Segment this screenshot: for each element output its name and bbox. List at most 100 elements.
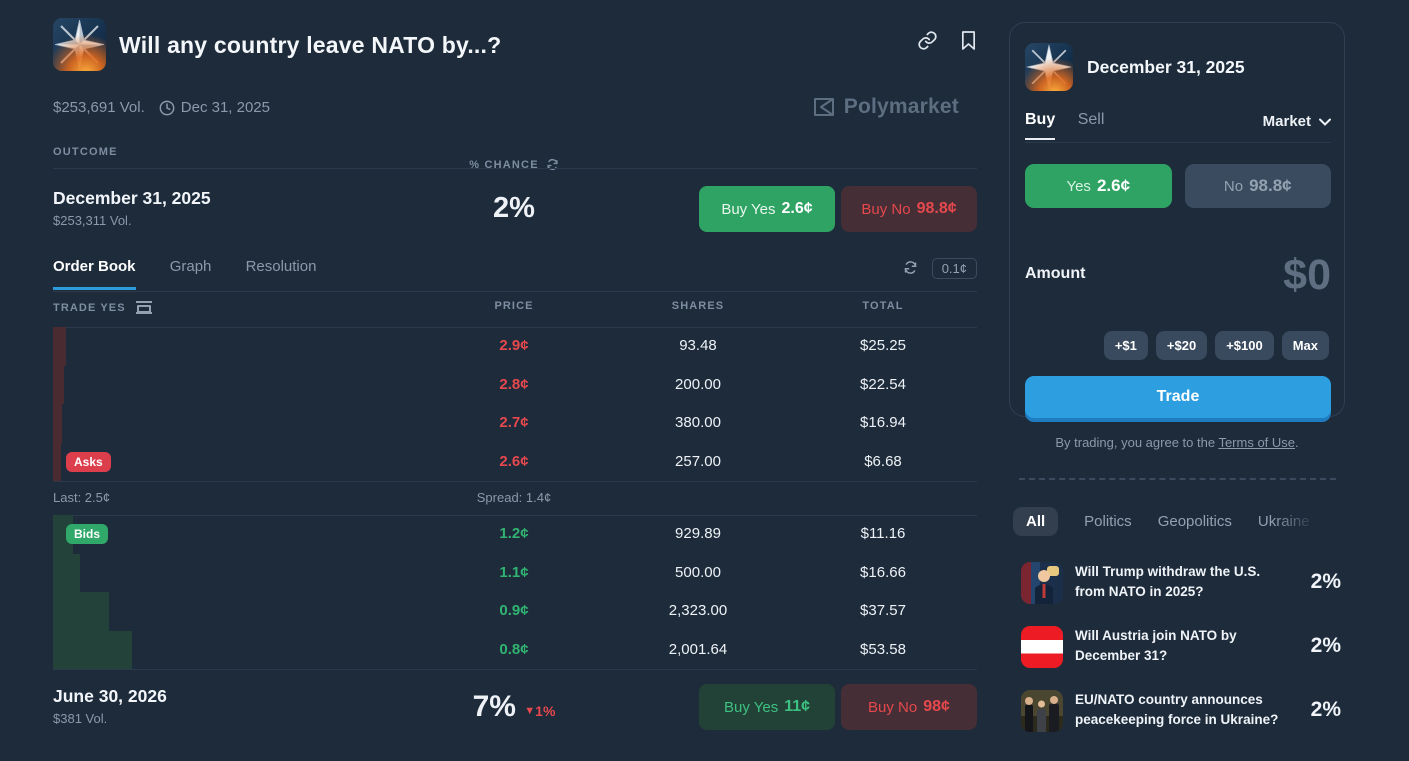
outcome-name: December 31, 2025 bbox=[53, 188, 211, 208]
copy-link-icon[interactable] bbox=[917, 30, 938, 56]
tab-sell[interactable]: Sell bbox=[1077, 111, 1105, 128]
down-arrow-icon: ▼ bbox=[524, 705, 536, 717]
orderbook-refresh-icon[interactable] bbox=[903, 260, 918, 278]
bid-total: $53.58 bbox=[860, 640, 906, 658]
tab-graph[interactable]: Graph bbox=[169, 258, 212, 275]
related-market-image bbox=[1021, 562, 1063, 604]
clock-icon bbox=[159, 100, 175, 115]
category-geopolitics[interactable]: Geopolitics bbox=[1157, 512, 1232, 530]
terms-of-use-link[interactable]: Terms of Use bbox=[1218, 435, 1296, 450]
tab-order-book[interactable]: Order Book bbox=[53, 258, 136, 290]
amount-presets: +$1 +$20 +$100 Max bbox=[1103, 331, 1329, 360]
related-market-item[interactable]: Will Trump withdraw the U.S. from NATO i… bbox=[1013, 552, 1345, 616]
related-markets: Will Trump withdraw the U.S. from NATO i… bbox=[1013, 552, 1345, 744]
refresh-icon[interactable] bbox=[546, 158, 559, 171]
bid-price: 1.2¢ bbox=[499, 525, 529, 542]
dashed-divider bbox=[1019, 478, 1336, 480]
category-all[interactable]: All bbox=[1013, 506, 1059, 536]
outcome-row-dec-2025: December 31, 2025 $253,311 Vol. 2% Buy Y… bbox=[53, 186, 977, 250]
bid-total: $16.66 bbox=[860, 563, 906, 581]
terms-note: By trading, you agree to the Terms of Us… bbox=[1055, 435, 1299, 450]
ask-row[interactable]: 2.8¢ 200.00 $22.54 bbox=[53, 365, 977, 404]
asks-section: 2.9¢ 93.48 $25.25 2.8¢ 200.00 $22.54 2.7… bbox=[53, 327, 977, 481]
related-market-title: Will Trump withdraw the U.S. from NATO i… bbox=[1075, 564, 1261, 599]
market-title: Will any country leave NATO by...? bbox=[119, 32, 502, 58]
ask-shares: 200.00 bbox=[675, 375, 721, 393]
outcome-chance: 7% ▼1% bbox=[472, 690, 556, 723]
related-market-image bbox=[1021, 626, 1063, 668]
detail-tabs: Order Book Graph Resolution 0.1¢ bbox=[53, 258, 977, 292]
yes-button[interactable]: Yes 2.6¢ bbox=[1025, 164, 1172, 208]
buy-sell-tabs: Buy Sell Market bbox=[1025, 111, 1331, 143]
related-market-chance: 2% bbox=[1310, 698, 1341, 721]
last-price: Last: 2.5¢ bbox=[53, 490, 111, 505]
outcome-volume: $253,311 Vol. bbox=[53, 213, 132, 228]
ask-price: 2.7¢ bbox=[499, 414, 529, 431]
related-market-item[interactable]: Will Austria join NATO by December 31? 2… bbox=[1013, 616, 1345, 680]
category-politics[interactable]: Politics bbox=[1084, 512, 1132, 530]
market-icon-nato bbox=[53, 18, 106, 71]
buy-no-button[interactable]: Buy No 98¢ bbox=[841, 684, 977, 730]
related-market-chance: 2% bbox=[1310, 570, 1341, 593]
related-market-item[interactable]: EU/NATO country announces peacekeeping f… bbox=[1013, 680, 1345, 744]
add-100-button[interactable]: +$100 bbox=[1215, 331, 1274, 360]
add-1-button[interactable]: +$1 bbox=[1103, 331, 1148, 360]
bid-row[interactable]: 0.8¢ 2,001.64 $53.58 bbox=[53, 630, 977, 669]
shares-column-label: SHARES bbox=[671, 300, 725, 312]
buy-yes-button[interactable]: Buy Yes 2.6¢ bbox=[699, 186, 835, 232]
category-ukraine[interactable]: Ukraine bbox=[1257, 512, 1310, 530]
bid-price: 0.9¢ bbox=[499, 602, 529, 619]
ask-row[interactable]: 2.9¢ 93.48 $25.25 bbox=[53, 327, 977, 366]
bid-row[interactable]: 1.2¢ 929.89 $11.16 bbox=[53, 515, 977, 554]
bookmark-icon[interactable] bbox=[960, 30, 977, 56]
amount-label: Amount bbox=[1025, 265, 1086, 282]
chevron-down-icon bbox=[1319, 118, 1331, 126]
outcome-table-header: OUTCOME % CHANCE bbox=[53, 146, 977, 171]
trade-button[interactable]: Trade bbox=[1025, 376, 1331, 418]
bid-shares: 2,001.64 bbox=[668, 640, 728, 658]
bid-row[interactable]: 0.9¢ 2,323.00 $37.57 bbox=[53, 592, 977, 631]
order-type-dropdown[interactable]: Market bbox=[1263, 113, 1331, 130]
bid-shares: 929.89 bbox=[675, 525, 721, 542]
buy-yes-button[interactable]: Buy Yes 11¢ bbox=[699, 684, 835, 730]
outcome-volume: $381 Vol. bbox=[53, 711, 108, 726]
bid-price: 1.1¢ bbox=[499, 563, 529, 581]
polymarket-logo-icon bbox=[813, 98, 834, 116]
depth-toggle-icon[interactable] bbox=[135, 301, 152, 314]
buy-no-button[interactable]: Buy No 98.8¢ bbox=[841, 186, 977, 232]
bid-row[interactable]: 1.1¢ 500.00 $16.66 bbox=[53, 553, 977, 592]
ask-shares: 93.48 bbox=[679, 337, 717, 354]
tick-size-chip[interactable]: 0.1¢ bbox=[931, 258, 977, 279]
spread-row: Last: 2.5¢ Spread: 1.4¢ bbox=[53, 481, 977, 515]
ask-total: $25.25 bbox=[860, 337, 906, 354]
chance-change: ▼1% bbox=[524, 703, 556, 719]
amount-input-value[interactable]: $0 bbox=[1283, 251, 1331, 299]
bids-badge: Bids bbox=[66, 524, 109, 544]
ask-total: $6.68 bbox=[864, 452, 902, 470]
outcome-row-jun-2026: June 30, 2026 $381 Vol. 7% ▼1% Buy Yes 11… bbox=[53, 684, 977, 748]
bid-shares: 2,323.00 bbox=[668, 602, 728, 619]
trade-yes-label: TRADE YES bbox=[53, 301, 126, 314]
orderbook-header: TRADE YES PRICE SHARES TOTAL bbox=[53, 300, 977, 327]
ask-total: $22.54 bbox=[860, 375, 906, 393]
bid-total: $37.57 bbox=[860, 602, 906, 619]
outcome-name: June 30, 2026 bbox=[53, 686, 167, 706]
amount-section: Amount $0 bbox=[1025, 251, 1331, 307]
add-20-button[interactable]: +$20 bbox=[1155, 331, 1208, 360]
total-column-label: TOTAL bbox=[862, 300, 904, 312]
austria-flag bbox=[1021, 626, 1063, 668]
polymarket-logo: Polymarket bbox=[812, 95, 959, 119]
ask-row[interactable]: 2.6¢ 257.00 $6.68 bbox=[53, 442, 977, 481]
outcome-column-label: OUTCOME bbox=[53, 146, 118, 158]
market-meta: $253,691 Vol. Dec 31, 2025 Polymarket bbox=[53, 95, 977, 121]
category-tabs: All Politics Geopolitics Ukraine bbox=[1013, 506, 1353, 536]
no-button[interactable]: No 98.8¢ bbox=[1184, 164, 1331, 208]
tab-resolution[interactable]: Resolution bbox=[245, 258, 317, 275]
ask-row[interactable]: 2.7¢ 380.00 $16.94 bbox=[53, 404, 977, 443]
spread-value: Spread: 1.4¢ bbox=[476, 490, 552, 505]
related-market-title: Will Austria join NATO by December 31? bbox=[1075, 628, 1237, 663]
tab-buy[interactable]: Buy bbox=[1025, 111, 1056, 140]
ask-total: $16.94 bbox=[860, 414, 906, 431]
max-button[interactable]: Max bbox=[1281, 331, 1329, 360]
